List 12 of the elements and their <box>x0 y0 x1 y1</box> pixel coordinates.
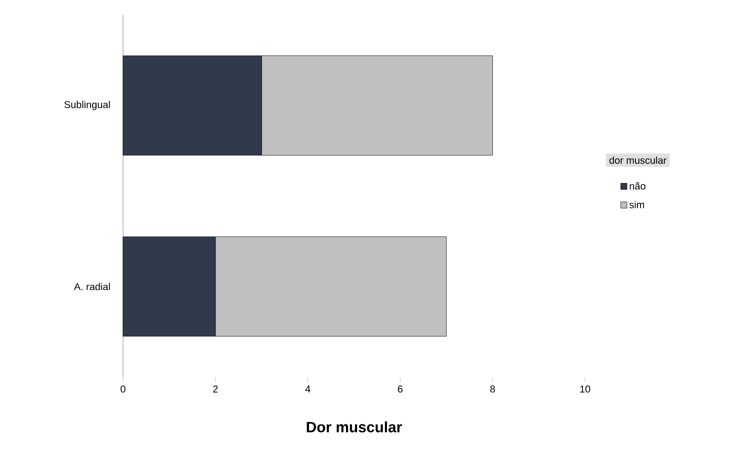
x-tick-label: 10 <box>580 386 590 393</box>
x-tick-label: 2 <box>213 386 218 392</box>
legend-label: não <box>630 182 646 190</box>
legend-label: sim <box>629 200 644 208</box>
legend-title: dor muscular <box>609 156 666 164</box>
x-tick-label: 6 <box>398 386 403 393</box>
x-tick-label: 0 <box>120 386 126 393</box>
x-tick-label: 4 <box>305 386 310 392</box>
y-tick-label: Sublingual <box>64 100 110 110</box>
y-tick-label: A. radial <box>74 282 110 290</box>
x-axis-title: Dor muscular <box>306 421 402 432</box>
x-tick-label: 8 <box>490 386 495 393</box>
